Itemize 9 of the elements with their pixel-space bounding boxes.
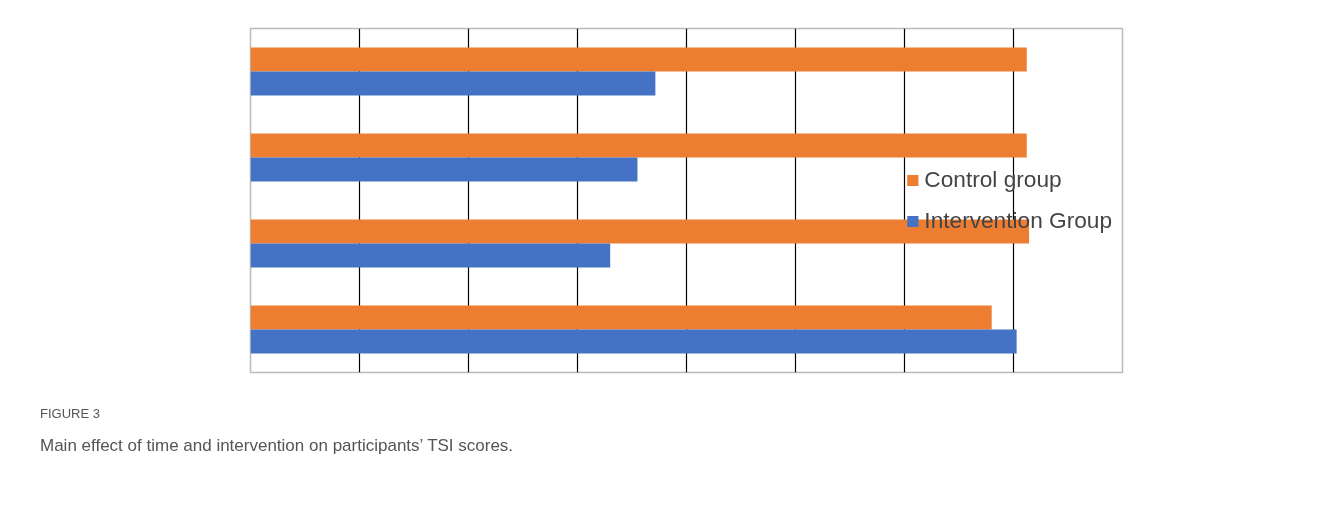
text: Main effect of time and intervention on participants’ TSI scores. (40, 434, 514, 457)
bar (250, 329, 1017, 354)
bar (250, 157, 638, 182)
bar (250, 243, 611, 268)
bar (250, 47, 1027, 72)
bar (250, 71, 656, 96)
bar (250, 133, 1027, 158)
bar (250, 305, 992, 330)
caption: FIGURE 3 (40, 405, 100, 423)
